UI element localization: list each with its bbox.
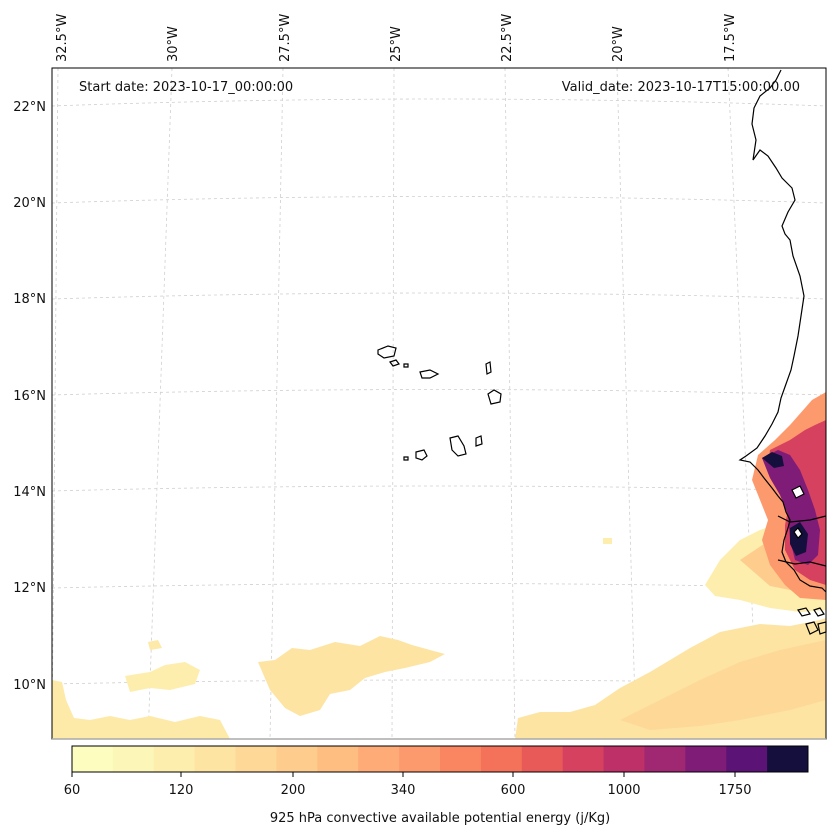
gridline-lon-30 <box>147 67 173 740</box>
island-sao-nicolau <box>419 369 440 379</box>
gridline-lat-18 <box>51 292 827 300</box>
coast-river-mark-1 <box>791 485 805 499</box>
lat-label-22n: 22°N <box>13 100 46 115</box>
lat-label-14n: 14°N <box>13 485 46 500</box>
colorbar-tick-60: 60 <box>64 783 81 798</box>
colorbar-tick-1000: 1000 <box>607 783 640 798</box>
lon-label-17-5w: 17.5°W <box>723 14 738 62</box>
island-santiago <box>449 435 467 457</box>
island-brava <box>403 456 409 461</box>
bijagos-island-1 <box>797 607 811 617</box>
colorbar-segment-0 <box>72 746 114 772</box>
cape-fill-coast-max-south <box>790 522 808 556</box>
colorbar-segment-1 <box>112 746 155 772</box>
cape-fill-south-east-inner <box>620 640 826 730</box>
coast-river-mark-2 <box>793 527 803 539</box>
colorbar-tick-1750: 1750 <box>718 783 751 798</box>
cape-contours <box>52 392 826 739</box>
lat-label-20n: 20°N <box>13 196 46 211</box>
latitude-labels: 22°N 20°N 18°N 16°N 14°N 12°N 10°N <box>13 100 46 693</box>
africa-coastline <box>738 69 827 593</box>
lon-label-25w: 25°W <box>389 26 404 62</box>
colorbar-segment-14 <box>644 746 686 772</box>
colorbar-segment-13 <box>603 746 645 772</box>
colorbar-segment-5 <box>276 746 318 772</box>
island-fogo <box>415 449 428 461</box>
map-background <box>52 68 826 739</box>
cape-fill-south-west <box>52 680 230 739</box>
bijagos-island-3 <box>805 621 819 635</box>
lat-label-10n: 10°N <box>13 678 46 693</box>
cape-fill-patch-2 <box>258 636 445 716</box>
colorbar-segment-6 <box>317 746 359 772</box>
lon-label-32-5w: 32.5°W <box>55 14 70 62</box>
island-sao-vicente <box>389 359 400 367</box>
coastlines <box>377 69 827 635</box>
colorbar-tick-600: 600 <box>501 783 526 798</box>
colorbar-segments <box>72 746 809 772</box>
island-santa-luzia <box>403 363 409 368</box>
colorbar-segment-2 <box>153 746 196 772</box>
colorbar-segment-7 <box>358 746 400 772</box>
gambia-border <box>777 515 827 523</box>
gridline-lat-22 <box>51 98 827 107</box>
colorbar-tick-200: 200 <box>281 783 306 798</box>
bijagos-island-2 <box>813 607 825 617</box>
gridline-lat-14 <box>51 485 827 492</box>
colorbar-segment-4 <box>235 746 277 772</box>
gridline-lat-16 <box>51 389 827 396</box>
map-panel <box>51 67 827 740</box>
gridline-lat-20 <box>51 196 827 204</box>
gridline-lon-32-5 <box>51 67 59 740</box>
cape-fill-small-patch <box>603 538 612 544</box>
colorbar: 60 120 200 340 600 1000 1750 925 hPa con… <box>64 745 809 826</box>
guinea-bissau-border <box>777 559 827 567</box>
gridline-lon-20 <box>616 67 637 740</box>
gridline-lon-25 <box>391 67 395 740</box>
colorbar-ticks <box>71 772 736 777</box>
cape-fill-coast-max-north <box>762 452 784 468</box>
start-date-label: Start date: 2023-10-17_00:00:00 <box>79 80 293 95</box>
lat-label-12n: 12°N <box>13 581 46 596</box>
colorbar-tick-340: 340 <box>391 783 416 798</box>
gridline-lon-27-5 <box>269 67 284 740</box>
colorbar-segment-10 <box>480 746 523 772</box>
longitude-labels: 32.5°W 30°W 27.5°W 25°W 22.5°W 20°W 17.5… <box>55 14 738 62</box>
lat-label-16n: 16°N <box>13 389 46 404</box>
colorbar-tick-120: 120 <box>169 783 194 798</box>
island-boa-vista <box>487 389 502 405</box>
colorbar-label: 925 hPa convective available potential e… <box>270 811 610 826</box>
island-sal <box>485 361 492 375</box>
island-maio <box>475 435 483 447</box>
colorbar-segment-11 <box>521 746 564 772</box>
lon-label-30w: 30°W <box>166 26 181 62</box>
colorbar-segment-15 <box>685 746 727 772</box>
gridline-lon-22-5 <box>504 67 516 740</box>
colorbar-segment-17 <box>767 746 809 772</box>
valid-date-label: Valid_date: 2023-10-17T15:00:00.00 <box>562 80 800 95</box>
island-santo-antao <box>377 345 397 359</box>
lon-label-20w: 20°W <box>611 26 626 62</box>
cape-fill-patch-3 <box>148 640 162 650</box>
gridline-lat-12 <box>51 583 827 589</box>
colorbar-segment-9 <box>440 746 482 772</box>
lat-label-18n: 18°N <box>13 292 46 307</box>
colorbar-segment-3 <box>194 746 237 772</box>
lon-label-22-5w: 22.5°W <box>500 14 515 62</box>
colorbar-segment-8 <box>399 746 441 772</box>
colorbar-segment-16 <box>726 746 768 772</box>
lon-label-27-5w: 27.5°W <box>278 14 293 62</box>
cape-fill-patch-1 <box>125 662 200 692</box>
colorbar-segment-12 <box>562 746 605 772</box>
colorbar-border <box>71 745 809 773</box>
